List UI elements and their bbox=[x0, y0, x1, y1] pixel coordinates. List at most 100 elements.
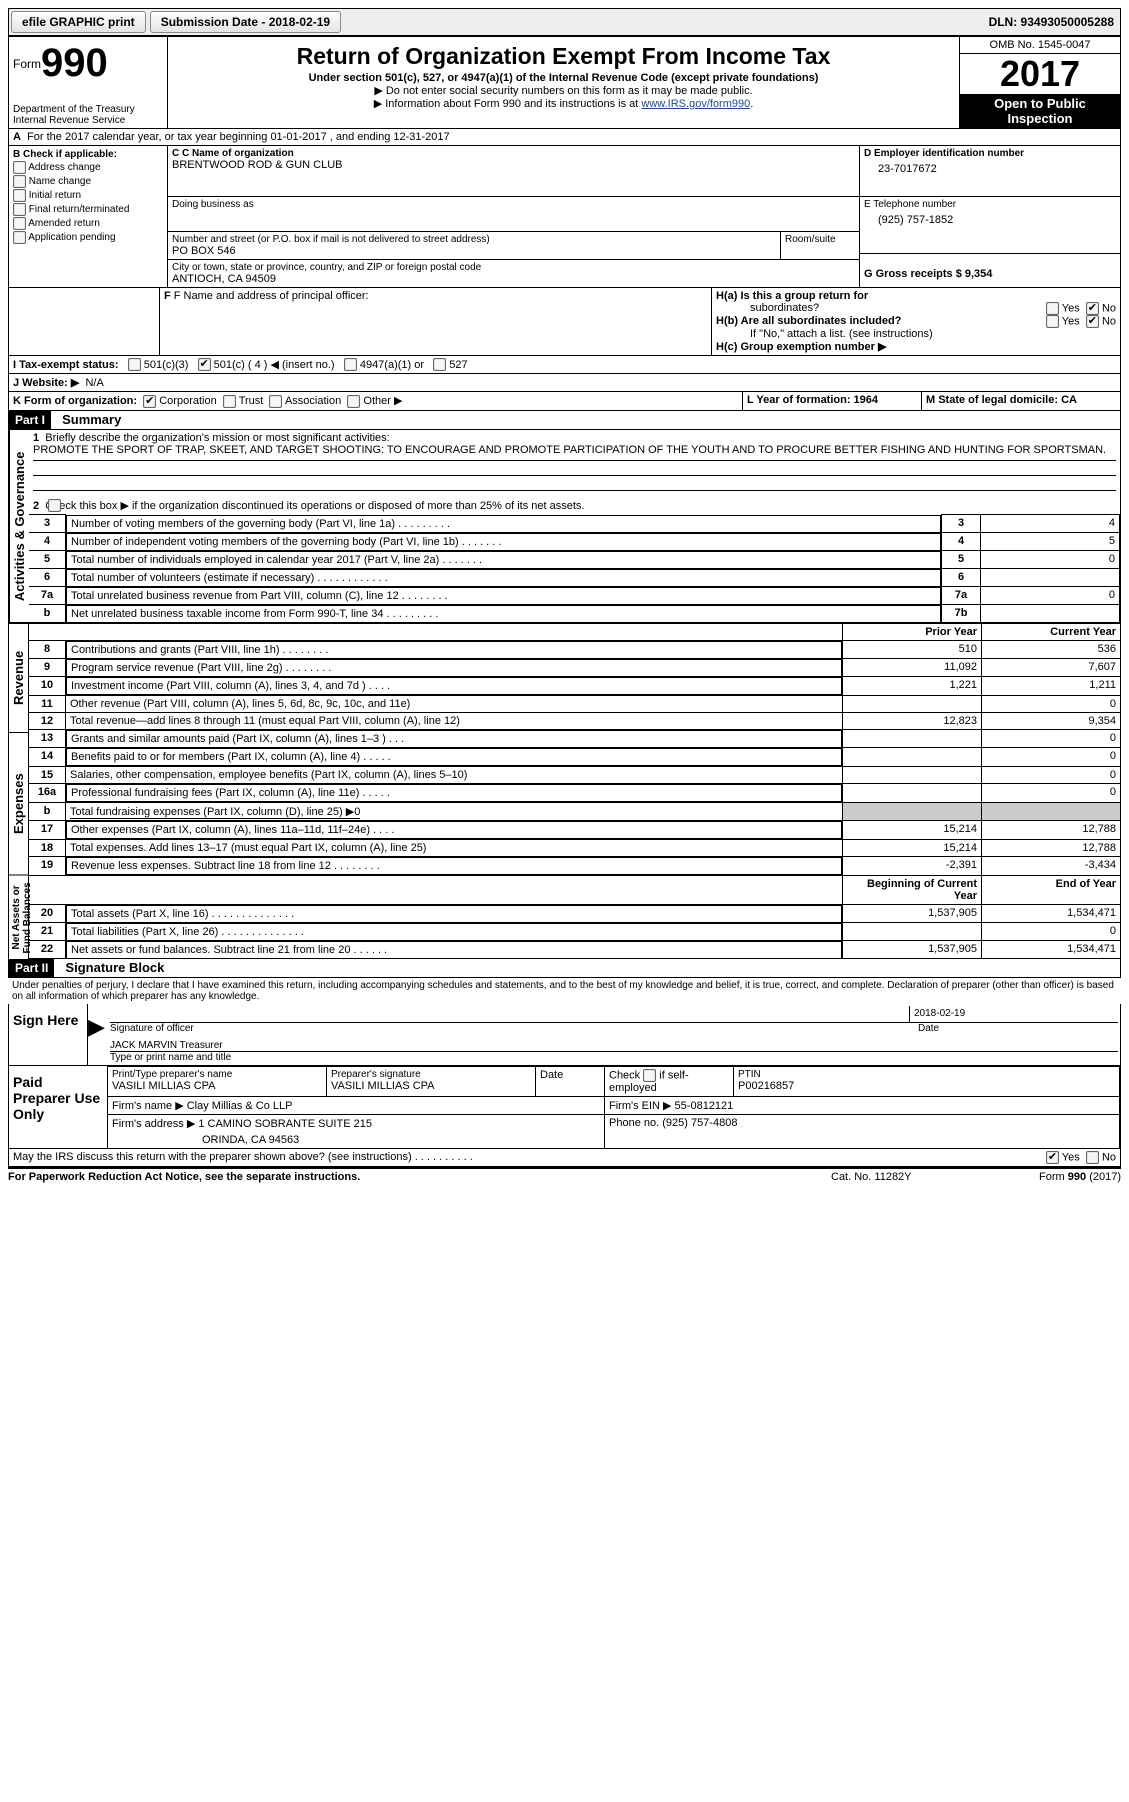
hc-label: H(c) Group exemption number ▶ bbox=[716, 340, 1116, 353]
r12-py: 12,823 bbox=[843, 712, 982, 729]
room-suite-label: Room/suite bbox=[780, 232, 859, 259]
r14-cy: 0 bbox=[982, 748, 1121, 767]
ha-yes: Yes bbox=[1062, 302, 1080, 314]
r20-cy: 1,534,471 bbox=[982, 904, 1121, 923]
l2-checkbox[interactable] bbox=[48, 499, 61, 512]
org-city: ANTIOCH, CA 94509 bbox=[172, 273, 855, 285]
prep-name: VASILI MILLIAS CPA bbox=[112, 1080, 322, 1092]
501c-checkbox[interactable] bbox=[198, 358, 211, 371]
amended-return-checkbox[interactable] bbox=[13, 217, 26, 230]
f-label: F Name and address of principal officer: bbox=[174, 290, 369, 302]
irs-link[interactable]: www.IRS.gov/form990 bbox=[641, 98, 750, 110]
dln-label: DLN: 93493050005288 bbox=[989, 15, 1120, 29]
discuss-yes-checkbox[interactable] bbox=[1046, 1151, 1059, 1164]
m-label: M State of legal domicile: CA bbox=[926, 394, 1077, 406]
hb2-label: If "No," attach a list. (see instruction… bbox=[716, 328, 1116, 340]
r11-cy: 0 bbox=[982, 695, 1121, 712]
r21-n: 21 bbox=[29, 923, 66, 941]
gv-6 bbox=[981, 569, 1120, 587]
amended-return-label: Amended return bbox=[28, 218, 100, 229]
website-value: N/A bbox=[85, 377, 103, 389]
r13-cy: 0 bbox=[982, 729, 1121, 748]
header-left: Form990 Department of the Treasury Inter… bbox=[9, 37, 168, 128]
discuss-no: No bbox=[1102, 1152, 1116, 1164]
sign-here-row: Sign Here ▶ 2018-02-19 Signature of offi… bbox=[8, 1004, 1121, 1066]
r15-n: 15 bbox=[29, 766, 66, 783]
r12-n: 12 bbox=[29, 712, 66, 729]
other-label: Other ▶ bbox=[363, 395, 402, 407]
part2-declaration: Under penalties of perjury, I declare th… bbox=[8, 978, 1121, 1004]
r19-n: 19 bbox=[29, 856, 66, 875]
r8-n: 8 bbox=[29, 640, 66, 659]
revenue-side-label: Revenue bbox=[8, 623, 29, 732]
col-c: C C Name of organization BRENTWOOD ROD &… bbox=[168, 146, 859, 287]
p1-l2: Check this box ▶ if the organization dis… bbox=[45, 500, 584, 512]
ha-yes-checkbox[interactable] bbox=[1046, 302, 1059, 315]
prep-sig: VASILI MILLIAS CPA bbox=[331, 1080, 531, 1092]
tel-label: E Telephone number bbox=[864, 199, 1116, 210]
discuss-no-checkbox[interactable] bbox=[1086, 1151, 1099, 1164]
hb-yes-checkbox[interactable] bbox=[1046, 315, 1059, 328]
public-inspection: Open to PublicInspection bbox=[960, 94, 1120, 128]
p1-l7a: Total unrelated business revenue from Pa… bbox=[71, 590, 399, 602]
corp-checkbox[interactable] bbox=[143, 395, 156, 408]
pra-notice: For Paperwork Reduction Act Notice, see … bbox=[8, 1171, 831, 1183]
sig-date-value: 2018-02-19 bbox=[909, 1006, 1118, 1022]
r14-d: Benefits paid to or for members (Part IX… bbox=[71, 751, 360, 763]
app-pending-checkbox[interactable] bbox=[13, 231, 26, 244]
r16b-py bbox=[843, 802, 982, 820]
part2-bar: Part II bbox=[9, 959, 54, 977]
r15-cy: 0 bbox=[982, 766, 1121, 783]
org-name: BRENTWOOD ROD & GUN CLUB bbox=[172, 159, 855, 171]
final-return-checkbox[interactable] bbox=[13, 203, 26, 216]
assoc-checkbox[interactable] bbox=[269, 395, 282, 408]
arrow-icon: ▶ bbox=[88, 1004, 108, 1065]
ha-no-checkbox[interactable] bbox=[1086, 302, 1099, 315]
r10-cy: 1,211 bbox=[982, 677, 1121, 696]
i-section: I Tax-exempt status: 501(c)(3) 501(c) ( … bbox=[8, 356, 1121, 375]
r14-n: 14 bbox=[29, 748, 66, 767]
initial-return-label: Initial return bbox=[29, 190, 81, 201]
r9-py: 11,092 bbox=[843, 659, 982, 677]
r19-cy: -3,434 bbox=[982, 856, 1121, 875]
form-sub3: ▶ Information about Form 990 and its ins… bbox=[176, 97, 951, 110]
addr-change-checkbox[interactable] bbox=[13, 161, 26, 174]
r22-cy: 1,534,471 bbox=[982, 941, 1121, 959]
name-change-checkbox[interactable] bbox=[13, 175, 26, 188]
4947-checkbox[interactable] bbox=[344, 358, 357, 371]
final-return-label: Final return/terminated bbox=[29, 204, 130, 215]
form-footer: Form 990 (2017) bbox=[991, 1171, 1121, 1183]
527-checkbox[interactable] bbox=[433, 358, 446, 371]
hb-yes: Yes bbox=[1062, 315, 1080, 327]
submission-date-button[interactable]: Submission Date - 2018-02-19 bbox=[150, 11, 341, 33]
r19-d: Revenue less expenses. Subtract line 18 … bbox=[71, 860, 331, 872]
j-section: J Website: ▶ N/A bbox=[8, 374, 1121, 392]
ptin-val: P00216857 bbox=[738, 1080, 1115, 1092]
initial-return-checkbox[interactable] bbox=[13, 189, 26, 202]
gv-7b bbox=[981, 605, 1120, 622]
sub3-post: . bbox=[750, 98, 753, 110]
r19-py: -2,391 bbox=[843, 856, 982, 875]
org-info-section: B Check if applicable: Address change Na… bbox=[8, 146, 1121, 288]
r10-py: 1,221 bbox=[843, 677, 982, 696]
ha-no: No bbox=[1102, 302, 1116, 314]
gv-5: 0 bbox=[981, 551, 1120, 569]
trust-label: Trust bbox=[239, 395, 264, 407]
trust-checkbox[interactable] bbox=[223, 395, 236, 408]
501c3-checkbox[interactable] bbox=[128, 358, 141, 371]
r22-n: 22 bbox=[29, 941, 66, 959]
r15-d: Salaries, other compensation, employee b… bbox=[70, 769, 467, 781]
other-checkbox[interactable] bbox=[347, 395, 360, 408]
501c-label: 501(c) ( 4 ) ◀ (insert no.) bbox=[214, 359, 335, 371]
expenses-side-label: Expenses bbox=[8, 732, 29, 875]
r16a-cy: 0 bbox=[982, 783, 1121, 802]
r18-cy: 12,788 bbox=[982, 839, 1121, 856]
self-emp-checkbox[interactable] bbox=[643, 1069, 656, 1082]
officer-name-label: Type or print name and title bbox=[110, 1052, 1118, 1063]
gross-receipts: G Gross receipts $ 9,354 bbox=[864, 268, 992, 280]
r9-d: Program service revenue (Part VIII, line… bbox=[71, 662, 283, 674]
hb-no-checkbox[interactable] bbox=[1086, 315, 1099, 328]
efile-button[interactable]: efile GRAPHIC print bbox=[11, 11, 146, 33]
firm-phone: Phone no. (925) 757-4808 bbox=[605, 1115, 1120, 1149]
activities-side-label: Activities & Governance bbox=[9, 430, 29, 622]
